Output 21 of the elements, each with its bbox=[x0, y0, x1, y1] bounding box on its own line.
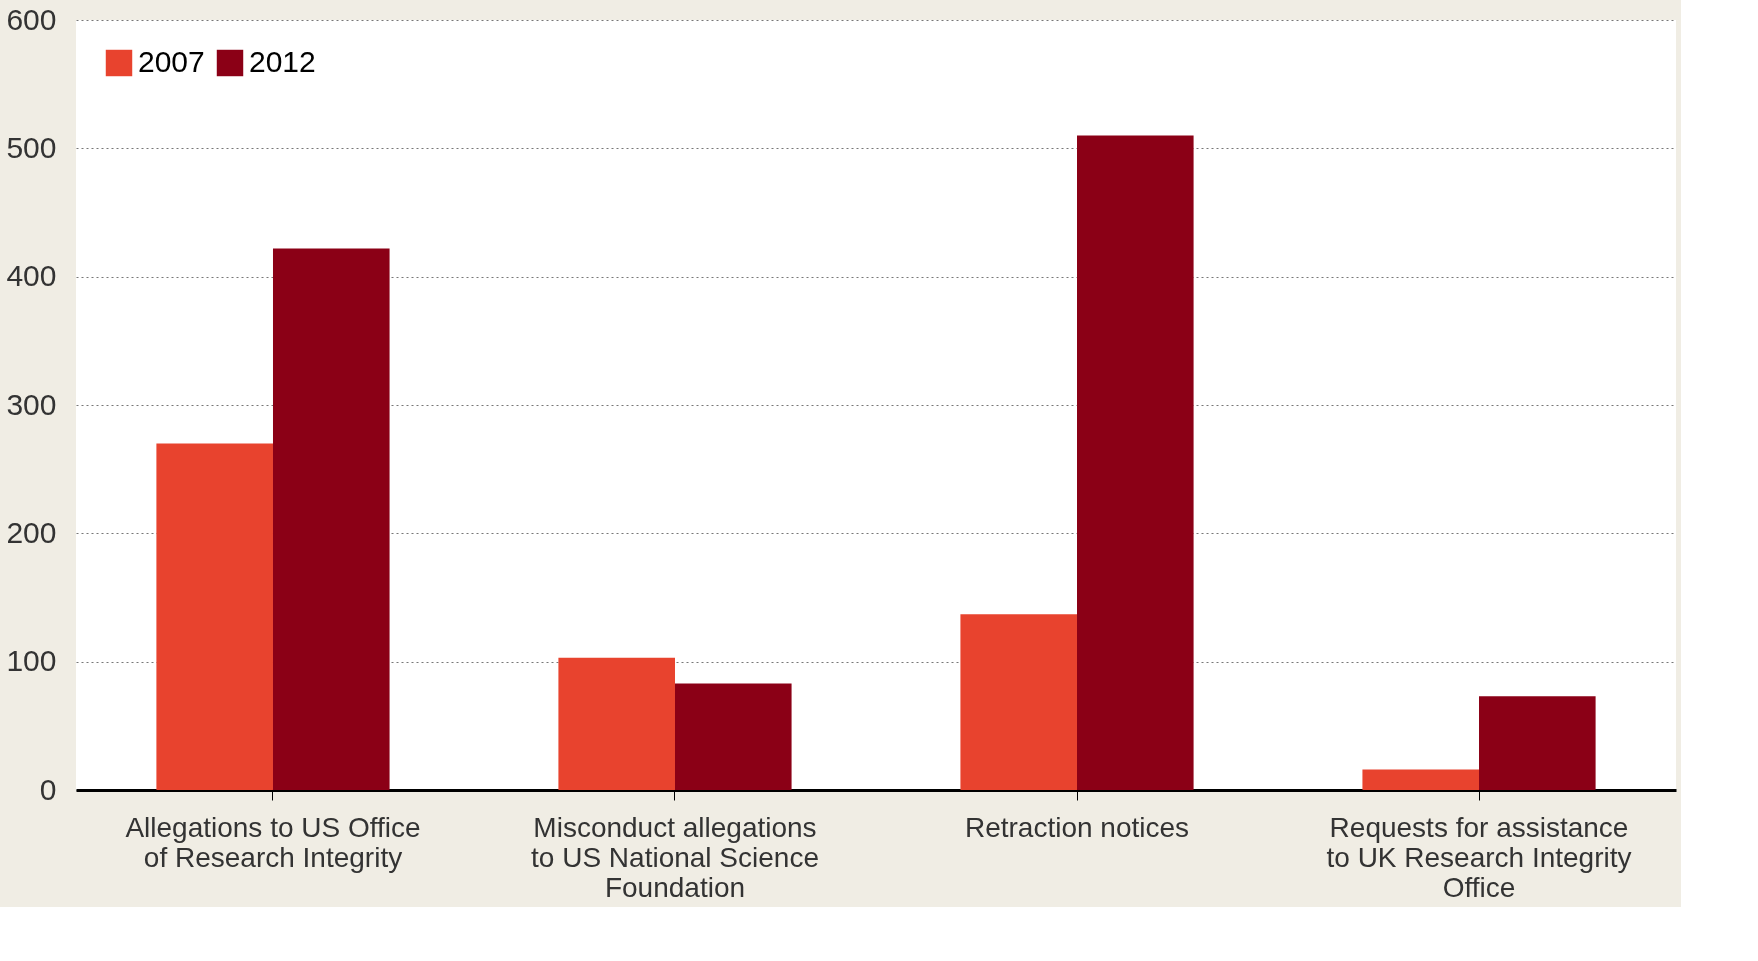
x-tick-label: Misconduct allegations to US National Science Foundation bbox=[531, 811, 819, 903]
y-tick-label: 600 bbox=[6, 2, 57, 36]
bar bbox=[558, 657, 675, 790]
y-tick-label: 500 bbox=[6, 130, 57, 164]
legend-label: 2007 bbox=[138, 45, 205, 78]
x-tick-label: Requests for assistance to UK Research Integrity Office bbox=[1326, 811, 1632, 903]
y-tick-label: 0 bbox=[39, 772, 57, 806]
bar bbox=[1479, 696, 1596, 790]
bar bbox=[272, 248, 390, 790]
y-tick-label: 400 bbox=[6, 259, 57, 293]
bar bbox=[674, 683, 792, 790]
y-tick-label: 200 bbox=[6, 515, 57, 549]
y-tick-label: 100 bbox=[6, 644, 57, 678]
bar bbox=[960, 614, 1078, 790]
bar bbox=[1077, 135, 1194, 790]
bar bbox=[156, 443, 273, 790]
legend-label: 2012 bbox=[249, 45, 316, 78]
x-tick-label: Retraction notices bbox=[964, 811, 1190, 843]
x-tick-label: Allegations to US Office of Research Integrity bbox=[125, 811, 421, 873]
y-tick-label: 300 bbox=[6, 387, 57, 421]
bar bbox=[1362, 769, 1480, 790]
